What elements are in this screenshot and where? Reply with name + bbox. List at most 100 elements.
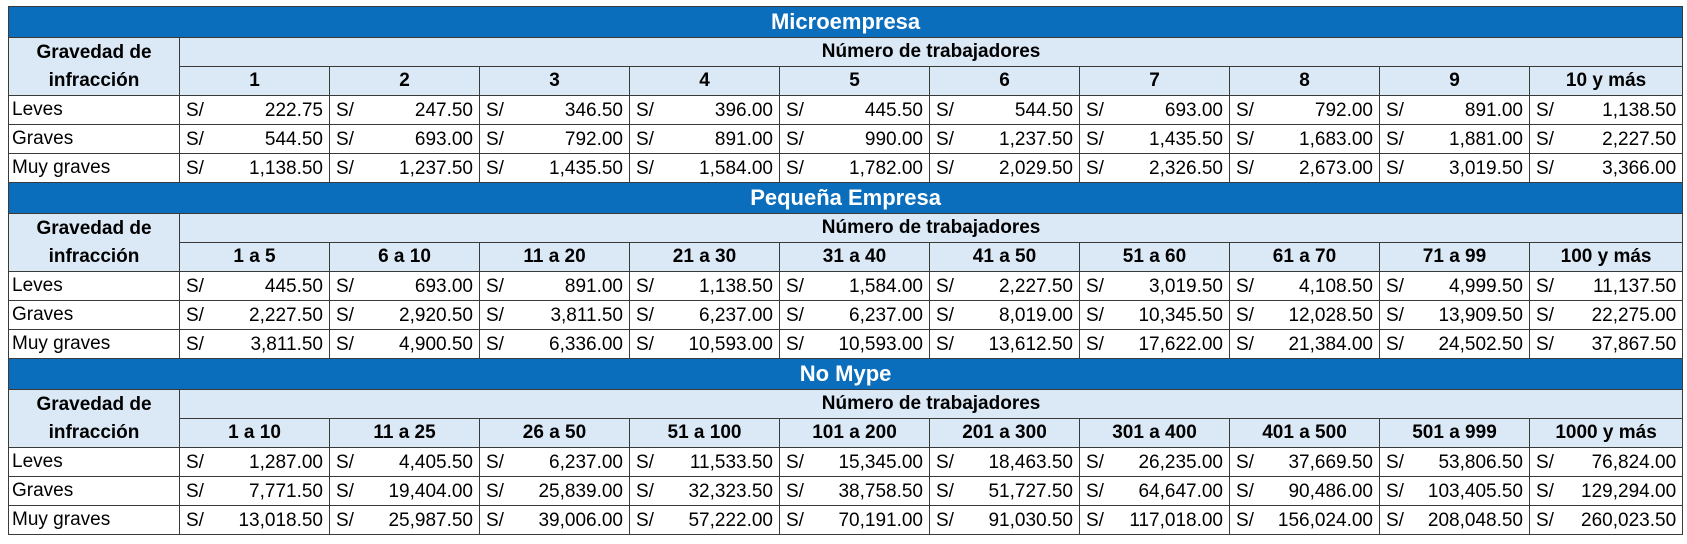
fine-amount-cell: S/2,029.50 (929, 153, 1080, 183)
fine-amount-cell: S/3,811.50 (179, 329, 330, 359)
fine-amount: 4,900.50 (399, 334, 473, 355)
currency-symbol: S/ (1236, 276, 1254, 297)
column-header: 10 y más (1528, 66, 1684, 96)
column-header: 5 (779, 66, 930, 96)
currency-symbol: S/ (1386, 305, 1404, 326)
fine-amount-cell: S/11,533.50 (629, 447, 780, 477)
fine-amount: 117,018.00 (1129, 510, 1223, 531)
column-header: 401 a 500 (1229, 418, 1380, 448)
fine-amount: 1,237.50 (399, 158, 473, 179)
fine-amount-cell: S/6,336.00 (479, 329, 630, 359)
section-title: No Mype (7, 358, 1684, 390)
fine-amount-cell: S/38,758.50 (779, 476, 930, 506)
currency-symbol: S/ (1386, 129, 1404, 150)
section-title: Pequeña Empresa (7, 182, 1684, 214)
fine-amount-cell: S/11,137.50 (1528, 271, 1684, 301)
fine-amount-cell: S/445.50 (779, 95, 930, 125)
fine-amount: 12,028.50 (1288, 305, 1373, 326)
fine-amount-cell: S/1,237.50 (929, 124, 1080, 154)
row-label: Leves (8, 447, 180, 477)
currency-symbol: S/ (486, 510, 504, 531)
currency-symbol: S/ (936, 452, 954, 473)
fine-amount-cell: S/2,227.50 (1528, 124, 1684, 154)
column-header: 4 (629, 66, 780, 96)
fine-amount: 4,108.50 (1299, 276, 1373, 297)
currency-symbol: S/ (336, 158, 354, 179)
fine-amount-cell: S/445.50 (179, 271, 330, 301)
currency-symbol: S/ (786, 305, 804, 326)
fine-amount-cell: S/53,806.50 (1379, 447, 1530, 477)
currency-symbol: S/ (1086, 510, 1104, 531)
column-header: 100 y más (1528, 242, 1684, 272)
fine-amount: 1,138.50 (1602, 100, 1677, 121)
fine-amount: 18,463.50 (988, 452, 1073, 473)
fine-amount-cell: S/346.50 (479, 95, 630, 125)
fine-amount-cell: S/1,435.50 (1079, 124, 1230, 154)
fine-amount: 21,384.00 (1288, 334, 1373, 355)
fine-amount-cell: S/792.00 (479, 124, 630, 154)
fine-amount-cell: S/64,647.00 (1079, 476, 1230, 506)
currency-symbol: S/ (936, 510, 954, 531)
fine-amount: 90,486.00 (1288, 481, 1373, 502)
column-header: 301 a 400 (1079, 418, 1230, 448)
column-header: 8 (1229, 66, 1380, 96)
fine-amount: 6,237.00 (849, 305, 923, 326)
currency-symbol: S/ (1086, 100, 1104, 121)
fine-amount: 8,019.00 (999, 305, 1073, 326)
section-title-row: Microempresa (7, 6, 1684, 38)
fine-amount: 53,806.50 (1438, 452, 1523, 473)
fine-amount-cell: S/1,138.50 (629, 271, 780, 301)
fine-amount: 6,237.00 (549, 452, 623, 473)
fine-amount: 91,030.50 (988, 510, 1073, 531)
currency-symbol: S/ (1236, 452, 1254, 473)
fine-amount: 891.00 (714, 129, 773, 150)
fine-amount: 208,048.50 (1427, 510, 1523, 531)
fine-amount: 76,824.00 (1591, 452, 1677, 473)
fine-amount: 10,345.50 (1138, 305, 1223, 326)
column-header: 1000 y más (1528, 418, 1684, 448)
fine-amount: 891.00 (564, 276, 623, 297)
fine-amount-cell: S/544.50 (929, 95, 1080, 125)
column-header: 51 a 60 (1079, 242, 1230, 272)
currency-symbol: S/ (1236, 158, 1254, 179)
fine-amount-cell: S/13,018.50 (179, 505, 330, 535)
fine-amount: 13,018.50 (238, 510, 323, 531)
fine-amount-cell: S/57,222.00 (629, 505, 780, 535)
column-header: 11 a 20 (479, 242, 630, 272)
currency-symbol: S/ (786, 158, 804, 179)
currency-symbol: S/ (1086, 305, 1104, 326)
fine-amount-cell: S/76,824.00 (1528, 447, 1684, 477)
fine-amount: 693.00 (414, 129, 473, 150)
fine-amount-cell: S/6,237.00 (479, 447, 630, 477)
fine-amount: 2,227.50 (1602, 129, 1677, 150)
severity-header: Gravedad de infracción (8, 37, 180, 96)
fine-amount: 1,435.50 (1149, 129, 1223, 150)
fine-amount-cell: S/208,048.50 (1379, 505, 1530, 535)
fine-amount-cell: S/2,227.50 (929, 271, 1080, 301)
fine-amount: 3,019.50 (1149, 276, 1223, 297)
currency-symbol: S/ (636, 334, 654, 355)
fine-amount-cell: S/90,486.00 (1229, 476, 1380, 506)
fine-amount-cell: S/17,622.00 (1079, 329, 1230, 359)
fine-amount: 70,191.00 (838, 510, 923, 531)
fine-amount-cell: S/7,771.50 (179, 476, 330, 506)
currency-symbol: S/ (1536, 305, 1554, 326)
fine-amount: 25,987.50 (388, 510, 473, 531)
currency-symbol: S/ (1536, 100, 1554, 121)
fine-amount: 544.50 (264, 129, 323, 150)
currency-symbol: S/ (636, 276, 654, 297)
fine-amount-cell: S/693.00 (329, 124, 480, 154)
fine-amount: 17,622.00 (1138, 334, 1223, 355)
fine-amount-cell: S/1,287.00 (179, 447, 330, 477)
column-header: 501 a 999 (1379, 418, 1530, 448)
fine-amount-cell: S/117,018.00 (1079, 505, 1230, 535)
currency-symbol: S/ (486, 129, 504, 150)
fine-amount: 445.50 (864, 100, 923, 121)
fine-amount-cell: S/1,584.00 (779, 271, 930, 301)
currency-symbol: S/ (1386, 334, 1404, 355)
header-row: Gravedad de infracción Número de trabajad… (8, 389, 1684, 448)
fine-amount: 7,771.50 (249, 481, 323, 502)
table-row: Graves S/7,771.50 S/19,404.00 S/25,839.00 S/… (8, 476, 1684, 506)
currency-symbol: S/ (336, 100, 354, 121)
fine-amount-cell: S/26,235.00 (1079, 447, 1230, 477)
